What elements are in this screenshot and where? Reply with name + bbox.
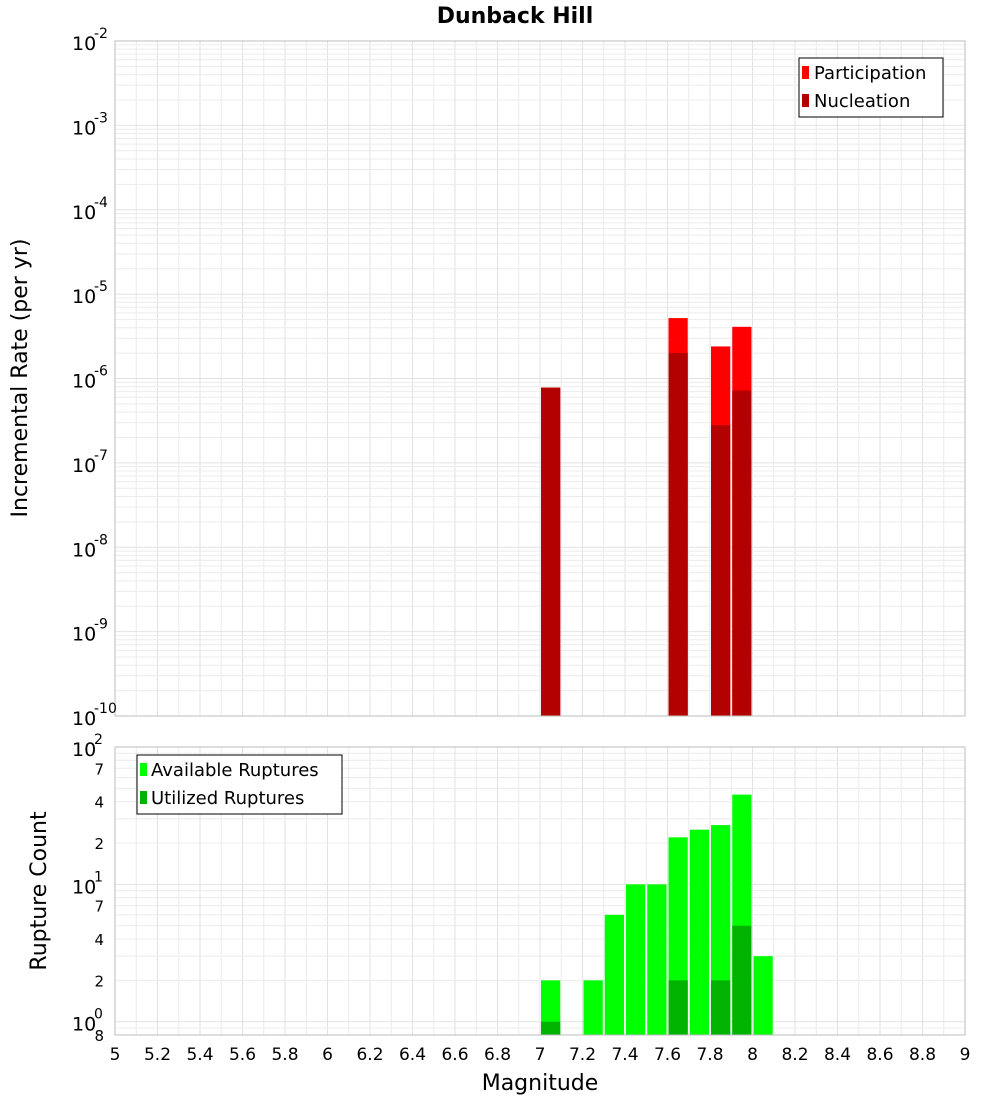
top-panel-y-axis: 10-210-310-410-510-610-710-810-910-10 xyxy=(72,26,117,730)
top-y-tick-exponent: -4 xyxy=(94,195,108,211)
top-y-tick-label: 10 xyxy=(72,33,96,55)
nucleation-legend-swatch xyxy=(802,94,809,107)
x-tick-label: 5.2 xyxy=(144,1045,171,1065)
bottom-y-tick-exponent: 0 xyxy=(94,1007,103,1023)
x-tick-label: 7.6 xyxy=(654,1045,681,1065)
bottom-y-tick-label: 10 xyxy=(72,876,96,898)
top-bar-series2 xyxy=(668,353,688,716)
bottom-bar-series2 xyxy=(732,925,752,1035)
top-y-tick-label: 10 xyxy=(72,117,96,139)
x-tick-label: 8 xyxy=(747,1045,758,1065)
utilized-ruptures-legend-label: Utilized Ruptures xyxy=(151,788,304,809)
top-y-tick-label: 10 xyxy=(72,286,96,308)
participation-legend-swatch xyxy=(802,66,809,79)
top-y-tick-exponent: -5 xyxy=(94,279,108,295)
top-y-tick-exponent: -10 xyxy=(94,701,117,717)
participation-legend-label: Participation xyxy=(814,63,926,84)
bottom-y-tick-exponent: 1 xyxy=(94,869,103,885)
bottom-legend-box xyxy=(136,754,343,815)
x-tick-label: 6 xyxy=(322,1045,333,1065)
bottom-y-tick-exponent: 2 xyxy=(94,732,103,748)
available-ruptures-legend-label: Available Ruptures xyxy=(151,760,319,781)
top-bar-series2 xyxy=(732,390,752,716)
x-tick-label: 7.2 xyxy=(569,1045,596,1065)
top-y-tick-label: 10 xyxy=(72,708,96,730)
bottom-y-tick-label: 10 xyxy=(72,1014,96,1036)
top-y-tick-label: 10 xyxy=(72,202,96,224)
x-tick-label: 6.4 xyxy=(399,1045,426,1065)
bottom-y-minor-tick-label: 2 xyxy=(94,972,104,990)
bottom-bar-series1 xyxy=(541,980,561,1035)
x-tick-label: 5 xyxy=(110,1045,121,1065)
x-tick-label: 5.8 xyxy=(271,1045,298,1065)
top-y-tick-exponent: -9 xyxy=(94,617,108,633)
available-ruptures-legend-swatch xyxy=(140,763,147,776)
top-y-axis-label: Incremental Rate (per yr) xyxy=(8,239,33,518)
x-tick-label: 9 xyxy=(960,1045,971,1065)
bottom-legend: Available Ruptures Utilized Ruptures xyxy=(136,754,343,815)
top-y-tick-exponent: -2 xyxy=(94,26,108,42)
top-y-tick-label: 10 xyxy=(72,371,96,393)
top-y-tick-exponent: -8 xyxy=(94,532,108,548)
top-y-tick-label: 10 xyxy=(72,455,96,477)
top-y-tick-label: 10 xyxy=(72,624,96,646)
x-tick-label: 5.6 xyxy=(229,1045,256,1065)
bottom-bar-series1 xyxy=(753,956,773,1035)
bottom-bar-series2 xyxy=(541,1021,561,1035)
bottom-y-tick-label: 10 xyxy=(72,739,96,761)
top-y-tick-label: 10 xyxy=(72,539,96,561)
x-tick-label: 7 xyxy=(535,1045,546,1065)
bottom-bar-series2 xyxy=(668,980,688,1035)
x-axis: 5 5.2 5.4 5.6 5.8 6 6.2 6.4 6.6 6.8 7 7.2 7.4 7.6 7.8 8… xyxy=(110,1045,971,1065)
bottom-bar-series1 xyxy=(604,914,624,1035)
top-legend-box xyxy=(798,57,944,118)
x-tick-label: 7.4 xyxy=(611,1045,638,1065)
x-tick-label: 8.6 xyxy=(866,1045,893,1065)
top-bar-series2 xyxy=(541,387,561,716)
bottom-bar-series1 xyxy=(689,829,709,1035)
bottom-y-minor-tick-label: 7 xyxy=(94,760,104,778)
top-plot-frame xyxy=(114,40,966,717)
bottom-bar-series2 xyxy=(711,980,731,1035)
bottom-bar-series1 xyxy=(583,980,603,1035)
bottom-y-axis-label: Rupture Count xyxy=(27,811,52,971)
top-y-tick-exponent: -3 xyxy=(94,110,108,126)
x-tick-label: 6.8 xyxy=(484,1045,511,1065)
x-tick-label: 8.8 xyxy=(909,1045,936,1065)
bottom-y-minor-tick-label: 8 xyxy=(94,1027,104,1045)
top-panel-grid xyxy=(114,40,966,717)
bottom-y-minor-tick-label: 4 xyxy=(94,931,104,949)
bottom-panel-bars xyxy=(541,794,773,1035)
x-axis-label: Magnitude xyxy=(482,1071,599,1096)
bottom-y-minor-tick-label: 2 xyxy=(94,835,104,853)
top-bar-series2 xyxy=(711,425,731,716)
x-tick-label: 6.2 xyxy=(356,1045,383,1065)
x-tick-label: 8.2 xyxy=(781,1045,808,1065)
bottom-y-minor-tick-label: 4 xyxy=(94,794,104,812)
chart-title: Dunback Hill xyxy=(437,4,594,29)
bottom-bar-series1 xyxy=(626,884,646,1035)
bottom-plot-frame xyxy=(114,746,966,1036)
top-legend: Participation Nucleation xyxy=(798,57,944,118)
x-tick-label: 6.6 xyxy=(441,1045,468,1065)
top-y-tick-exponent: -7 xyxy=(94,448,108,464)
bottom-y-minor-tick-label: 7 xyxy=(94,898,104,916)
bottom-bar-series1 xyxy=(647,884,667,1035)
top-panel-bars xyxy=(541,318,752,716)
x-tick-label: 7.8 xyxy=(696,1045,723,1065)
x-tick-label: 5.4 xyxy=(186,1045,213,1065)
nucleation-legend-label: Nucleation xyxy=(814,91,910,112)
x-tick-label: 8.4 xyxy=(824,1045,851,1065)
top-y-tick-exponent: -6 xyxy=(94,364,108,380)
utilized-ruptures-legend-swatch xyxy=(140,791,147,804)
